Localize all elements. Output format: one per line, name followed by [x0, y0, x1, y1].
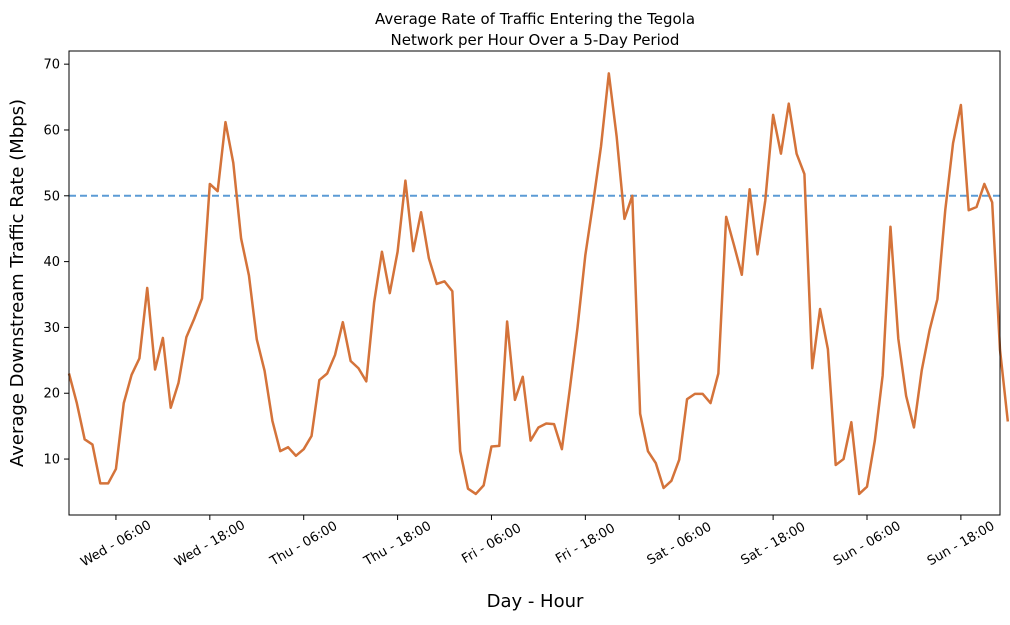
x-tick-label: Sun - 18:00: [925, 519, 998, 570]
chart-title-line2: Network per Hour Over a 5-Day Period: [391, 31, 680, 49]
x-tick-label: Wed - 06:00: [78, 518, 154, 570]
x-tick-label: Thu - 18:00: [361, 519, 434, 570]
x-tick-label: Thu - 06:00: [267, 519, 340, 570]
y-tick-label: 70: [43, 58, 60, 73]
y-axis-label: Average Downstream Traffic Rate (Mbps): [7, 99, 28, 467]
x-tick-label: Sun - 06:00: [831, 519, 904, 570]
x-tick-label: Sat - 06:00: [645, 520, 715, 569]
x-tick-label: Sat - 18:00: [739, 520, 809, 569]
plot-frame: [68, 50, 1001, 516]
y-tick-label: 30: [43, 321, 60, 336]
chart-title-line1: Average Rate of Traffic Entering the Teg…: [375, 10, 695, 28]
y-axis: 10 20 30 40 50 60 70: [43, 58, 69, 468]
x-axis-label: Day - Hour: [487, 591, 584, 612]
y-tick-label: 50: [43, 189, 60, 204]
series-line-0: [67, 72, 1010, 496]
x-tick-label: Fri - 18:00: [553, 521, 618, 567]
x-tick-label: Wed - 18:00: [172, 518, 248, 570]
y-tick-label: 10: [43, 453, 60, 468]
x-tick-label: Fri - 06:00: [459, 521, 524, 567]
y-tick-label: 40: [43, 255, 60, 270]
x-axis: Wed - 06:00 Wed - 18:00 Thu - 06:00 Thu - 1…: [78, 515, 997, 570]
y-tick-label: 20: [43, 387, 60, 402]
y-tick-label: 60: [43, 123, 60, 138]
plot-area: [67, 72, 1010, 496]
